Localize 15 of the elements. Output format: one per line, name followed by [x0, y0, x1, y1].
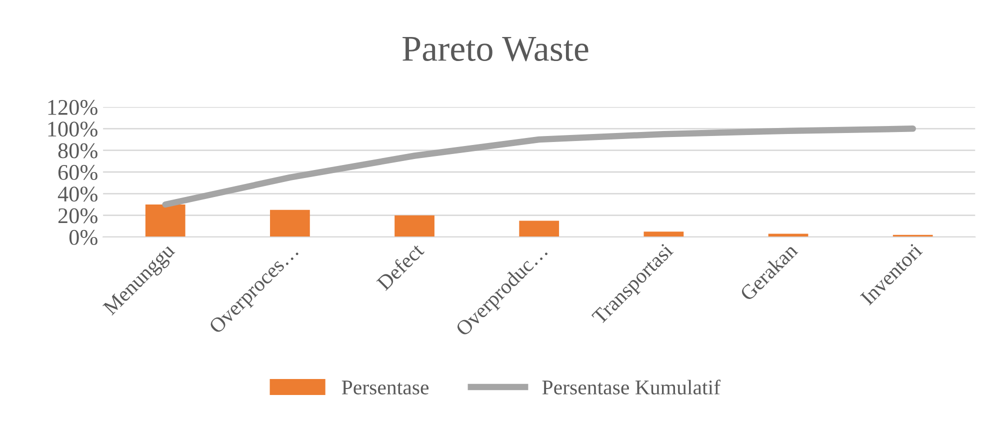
- bar: [270, 210, 310, 237]
- y-tick-label: 120%: [48, 100, 98, 115]
- y-tick-label: 0%: [69, 230, 98, 245]
- y-tick-label: 100%: [48, 122, 98, 137]
- y-tick-label: 20%: [58, 208, 98, 224]
- bar: [644, 232, 684, 237]
- legend-label: Persentase Kumulatif: [542, 380, 721, 394]
- legend-label: Persentase: [342, 380, 429, 394]
- chart-title: Pareto Waste: [402, 37, 588, 62]
- y-tick-label: 40%: [58, 186, 98, 202]
- y-tick-label: 60%: [58, 164, 98, 180]
- bar: [145, 204, 186, 237]
- bar: [519, 220, 560, 237]
- y-tick-label: 80%: [58, 143, 98, 158]
- bar: [394, 215, 434, 237]
